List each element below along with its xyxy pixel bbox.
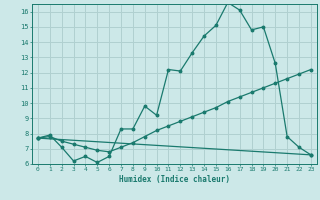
X-axis label: Humidex (Indice chaleur): Humidex (Indice chaleur) [119, 175, 230, 184]
